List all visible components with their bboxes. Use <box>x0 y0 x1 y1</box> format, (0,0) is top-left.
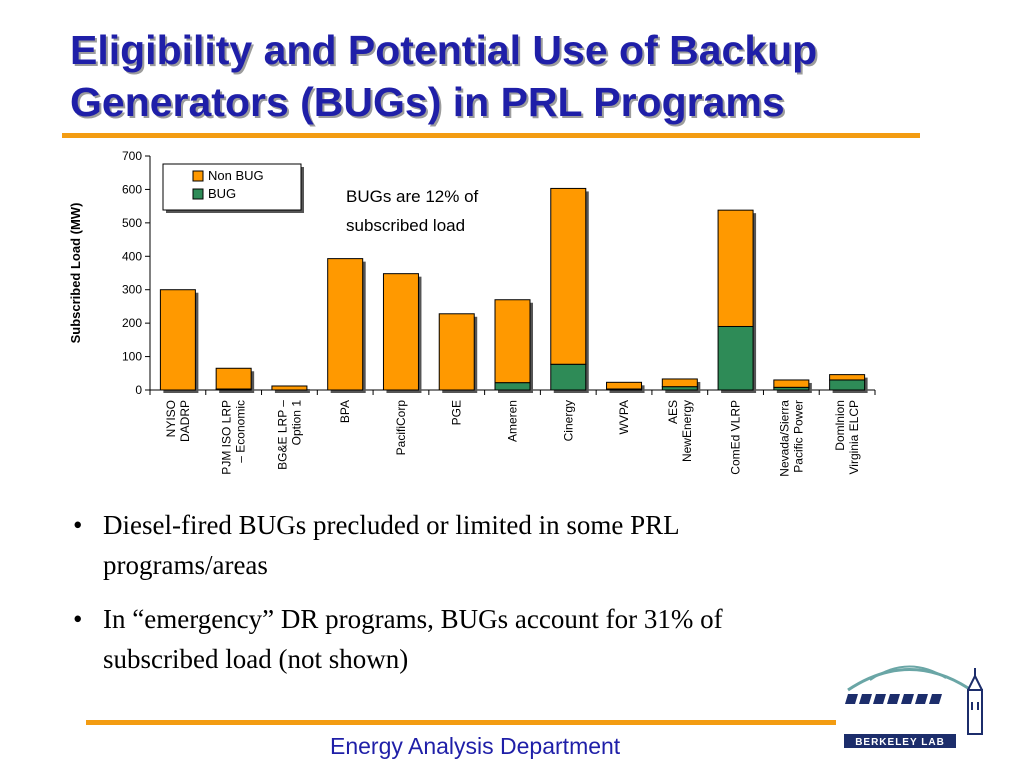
x-tick-label-line: – Economic <box>234 400 248 463</box>
x-tick-label: Domlnion Virginia ELCP <box>833 400 861 474</box>
bar-bug <box>829 379 866 391</box>
x-tick-label: NYISO DADRP <box>164 400 192 442</box>
x-tick-label: AES NewEnergy <box>666 400 694 462</box>
x-tick-label: Ameren <box>506 400 520 442</box>
y-tick-label: 700 <box>122 149 142 163</box>
x-tick-label: WVPA <box>617 400 631 434</box>
x-tick-label-line: Domlnion <box>833 400 847 451</box>
bar-non-bug <box>773 379 810 388</box>
bug-chart: 0 100 200 300 400 500 600 700 Subscribed Load (M… <box>60 145 890 520</box>
y-tick-label: 300 <box>122 283 142 297</box>
x-tick-label: Nevada/Sierra Pacific Power <box>777 400 805 477</box>
legend-swatch <box>192 170 204 182</box>
bullet-list: • Diesel-fired BUGs precluded or limited … <box>70 505 790 693</box>
bullet-item: • Diesel-fired BUGs precluded or limited … <box>70 505 790 585</box>
y-tick-label: 200 <box>122 316 142 330</box>
x-tick-label-line: NYISO <box>164 400 178 437</box>
bar-bug <box>661 386 698 391</box>
annotation-text: subscribed load <box>346 216 465 235</box>
legend-label: Non BUG <box>208 168 264 183</box>
annotation-text: BUGs are 12% of <box>346 187 479 206</box>
x-tick-label-line: WVPA <box>617 400 631 434</box>
legend-label: BUG <box>208 186 236 201</box>
x-tick-label-line: DADRP <box>178 400 192 442</box>
chart-svg: 0 100 200 300 400 500 600 700 Subscribed Load (M… <box>68 149 876 477</box>
legend-swatch <box>192 188 204 200</box>
title-rule <box>62 133 920 138</box>
y-tick-label: 400 <box>122 249 142 263</box>
bar-shadow <box>274 388 310 393</box>
x-tick-label-line: NewEnergy <box>680 400 694 462</box>
y-axis-label: Subscribed Load (MW) <box>68 203 83 344</box>
x-tick-label-line: BPA <box>338 400 352 423</box>
bar-bug <box>550 363 587 391</box>
slide-title: Eligibility and Potential Use of Backup … <box>70 27 818 125</box>
x-tick-label: Cinergy <box>561 400 575 441</box>
x-tick-label-line: Pacific Power <box>791 400 805 473</box>
bar-non-bug <box>382 273 419 391</box>
bar-non-bug <box>550 187 587 365</box>
x-tick-label: PJM ISO LRP – Economic <box>220 400 248 475</box>
x-tick-label: BG&E LRP – Option 1 <box>275 400 303 470</box>
x-tick-label: PGE <box>450 400 464 425</box>
berkeley-lab-logo: BERKELEY LAB <box>844 665 983 748</box>
y-tick-label: 600 <box>122 182 142 196</box>
bullet-item: • In “emergency” DR programs, BUGs accoun… <box>70 599 790 679</box>
x-tick-label-line: PacifiCorp <box>394 400 408 456</box>
bullet-text: In “emergency” DR programs, BUGs account… <box>103 604 723 674</box>
x-tick-label-line: Cinergy <box>561 400 575 441</box>
x-tick-label-line: Option 1 <box>289 400 303 446</box>
x-tick-label-line: Nevada/Sierra <box>777 400 791 477</box>
bar-non-bug <box>494 299 531 384</box>
bar-non-bug <box>159 289 196 391</box>
logo-text: BERKELEY LAB <box>855 737 945 748</box>
x-tick-label: PacifiCorp <box>394 400 408 456</box>
y-tick-label: 0 <box>135 383 142 397</box>
bar-non-bug <box>606 381 643 390</box>
bar-non-bug <box>327 258 364 391</box>
bar-non-bug <box>829 374 866 381</box>
bar-non-bug <box>271 385 308 391</box>
bar-bug <box>494 382 531 391</box>
x-tick-label: BPA <box>338 400 352 423</box>
x-tick-label-line: PJM ISO LRP <box>220 400 234 475</box>
bar-non-bug <box>438 313 475 391</box>
bullet-dot-icon: • <box>73 604 83 634</box>
footer-text: Energy Analysis Department <box>330 733 621 759</box>
bullet-text: Diesel-fired BUGs precluded or limited i… <box>103 510 679 580</box>
x-tick-label-line: Ameren <box>506 400 520 442</box>
x-tick-label-line: ComEd VLRP <box>729 400 743 475</box>
bar-non-bug <box>717 209 754 327</box>
bar-non-bug <box>215 367 252 390</box>
bar-non-bug <box>661 378 698 388</box>
y-tick-label: 500 <box>122 216 142 230</box>
x-tick-label-line: Virginia ELCP <box>847 400 861 474</box>
x-tick-label-line: AES <box>666 400 680 424</box>
y-tick-label: 100 <box>122 350 142 364</box>
x-tick-label-line: PGE <box>450 400 464 425</box>
bullet-dot-icon: • <box>73 510 83 540</box>
legend-box <box>162 163 302 211</box>
x-tick-label: ComEd VLRP <box>729 400 743 475</box>
x-tick-label-line: BG&E LRP – <box>275 400 289 470</box>
footer-rule <box>86 720 836 725</box>
bar-bug <box>717 325 754 391</box>
